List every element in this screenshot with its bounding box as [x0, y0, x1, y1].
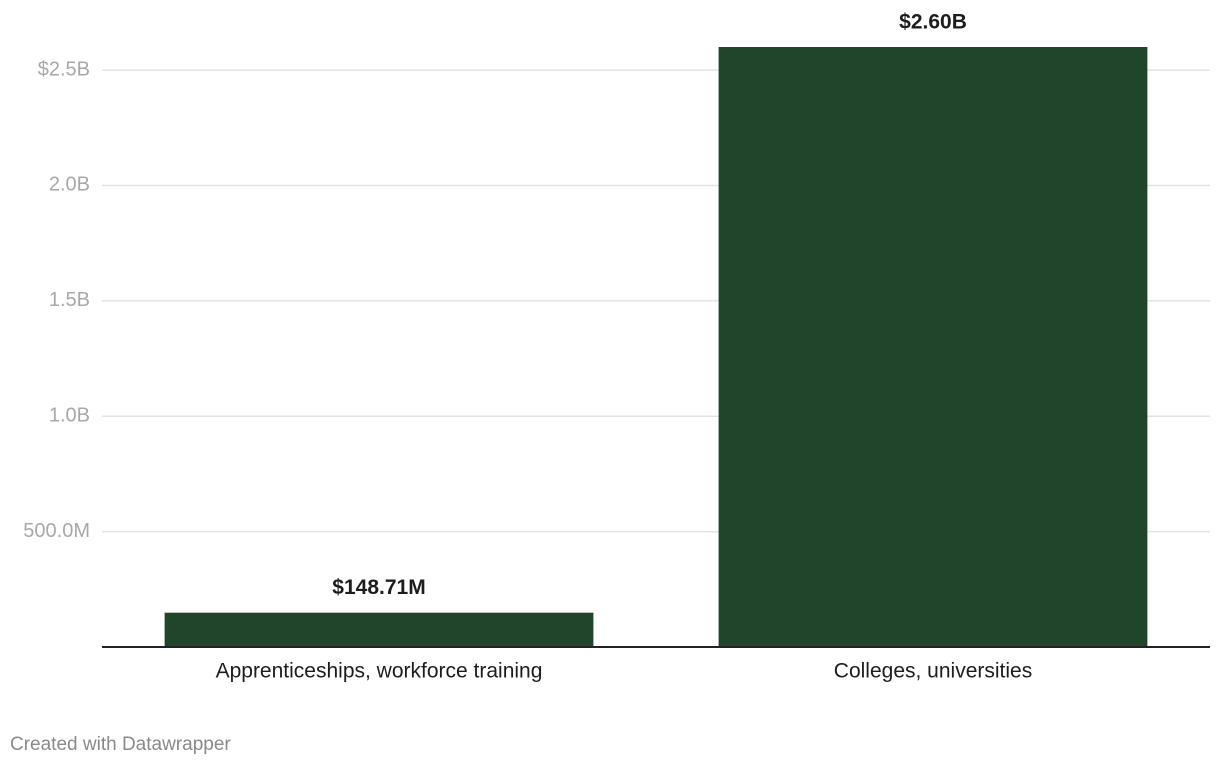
y-tick-label: 1.5B [49, 289, 90, 311]
x-tick-label: Apprenticeships, workforce training [216, 660, 543, 683]
x-tick-label: Colleges, universities [834, 660, 1032, 683]
value-label: $2.60B [899, 11, 967, 34]
bar [164, 612, 594, 647]
credit: Created with Datawrapper [10, 734, 231, 755]
y-tick-label: 500.0M [23, 520, 90, 542]
bar [718, 47, 1148, 647]
value-label: $148.71M [332, 576, 425, 599]
y-tick-label: 1.0B [49, 405, 90, 427]
y-tick-label: $2.5B [38, 58, 90, 80]
y-tick-label: 2.0B [49, 174, 90, 196]
